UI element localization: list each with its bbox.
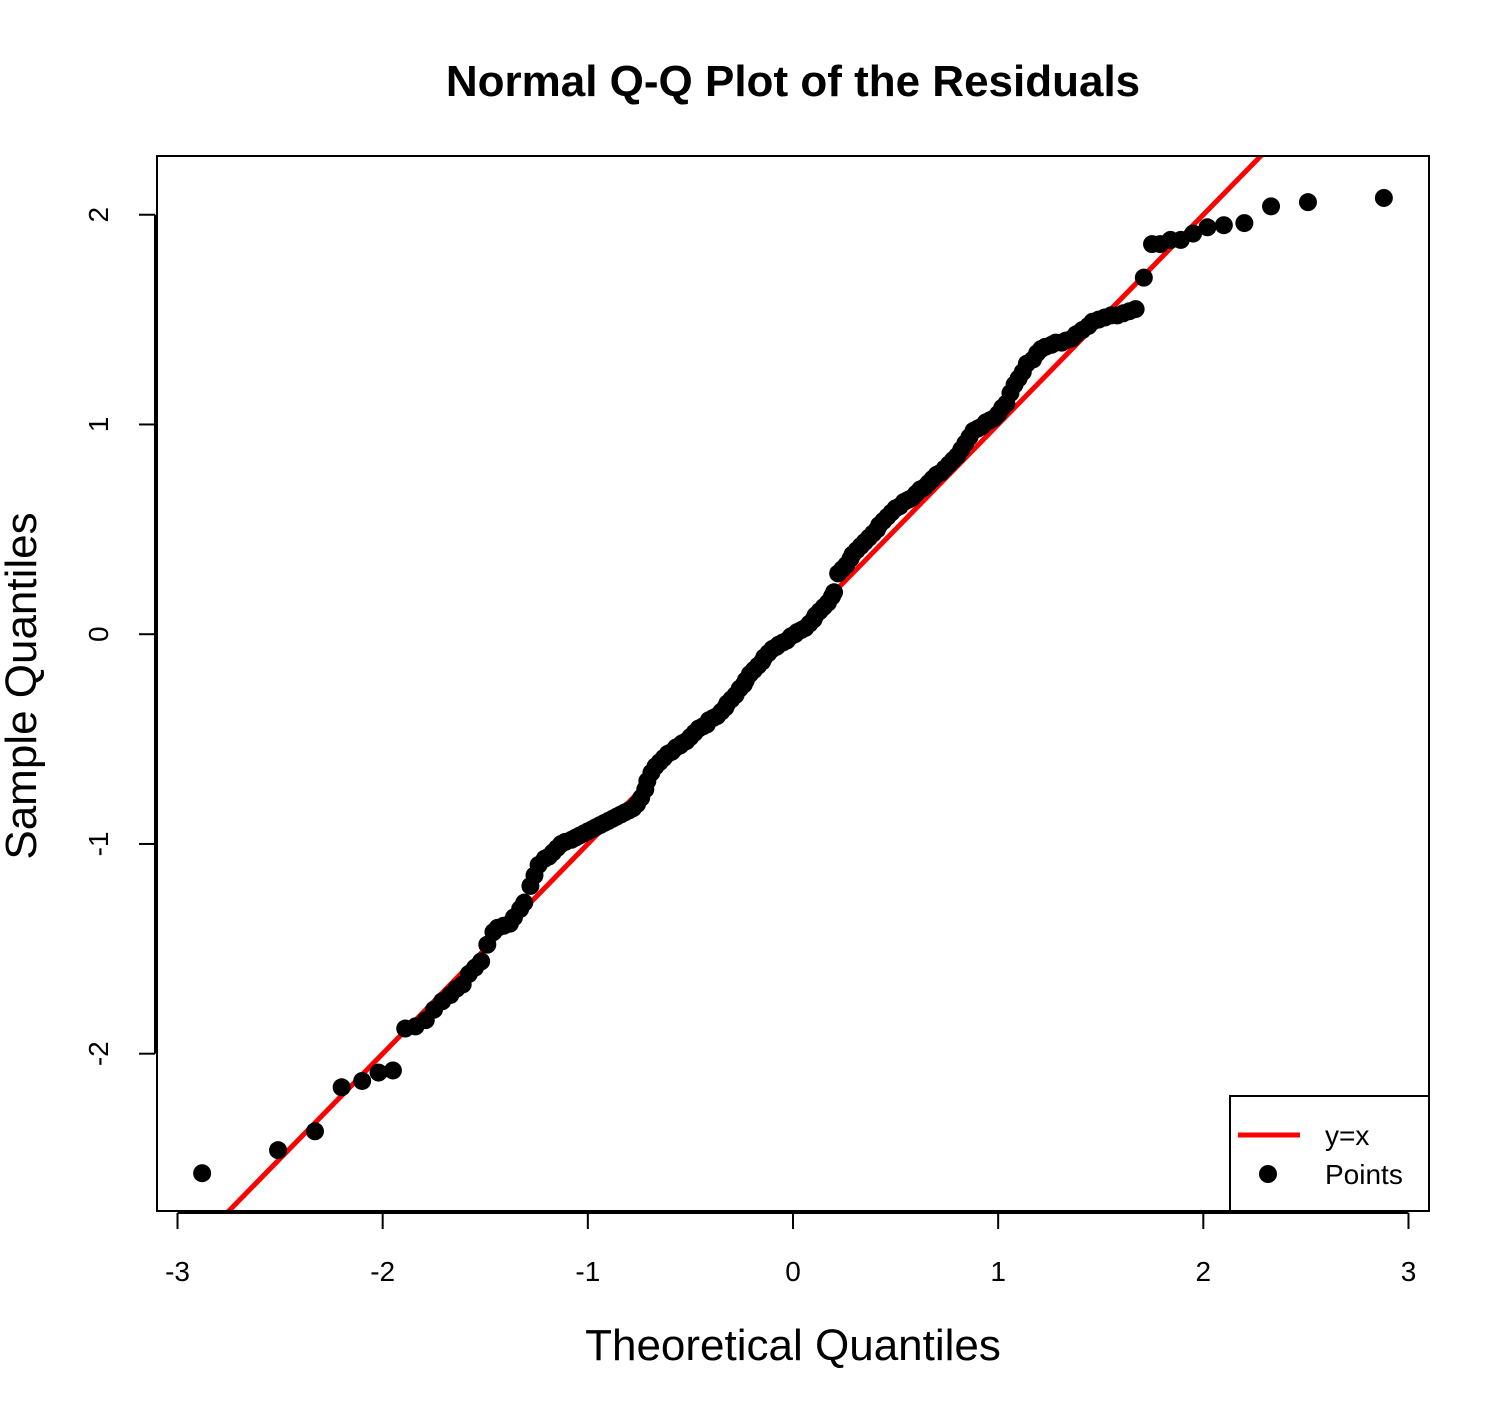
x-tick-label: -1 (575, 1256, 600, 1287)
data-point (353, 1071, 372, 1090)
data-point (472, 952, 491, 971)
plot-frame (156, 155, 1430, 1212)
data-point (1298, 193, 1317, 212)
chart-title: Normal Q-Q Plot of the Residuals (446, 57, 1140, 106)
x-axis: -3 -2 -1 0 1 2 3 (165, 1212, 1417, 1287)
legend-point-swatch (1259, 1165, 1277, 1183)
data-point (1198, 218, 1217, 237)
legend-label-line: y=x (1325, 1120, 1369, 1151)
x-tick-label: -3 (165, 1256, 190, 1287)
x-tick-label: 1 (990, 1256, 1006, 1287)
data-point (332, 1078, 351, 1097)
data-point (515, 893, 534, 912)
points-series (193, 188, 1393, 1183)
y-tick-label: -1 (83, 831, 114, 856)
data-point (193, 1164, 212, 1183)
data-point (1126, 300, 1145, 319)
data-point (1235, 214, 1254, 233)
data-point (1184, 224, 1203, 243)
data-point (305, 1122, 324, 1141)
x-tick-label: -2 (370, 1256, 395, 1287)
x-tick-label: 0 (785, 1256, 801, 1287)
data-point (1214, 216, 1233, 235)
data-point (1374, 188, 1393, 207)
legend-label-points: Points (1325, 1159, 1403, 1190)
legend-box (1229, 1095, 1430, 1212)
data-point (369, 1063, 388, 1082)
x-tick-label: 2 (1196, 1256, 1212, 1287)
data-point (269, 1141, 288, 1160)
data-point (1262, 197, 1281, 216)
y-tick-label: 2 (83, 207, 114, 223)
y-tick-label: 1 (83, 417, 114, 433)
x-tick-label: 3 (1401, 1256, 1417, 1287)
data-point (1134, 268, 1153, 287)
legend: y=x Points (1229, 1095, 1430, 1212)
data-point (825, 583, 844, 602)
y-axis-label: Sample Quantiles (0, 512, 46, 859)
y-tick-label: 0 (83, 626, 114, 642)
x-axis-label: Theoretical Quantiles (585, 1321, 1001, 1370)
data-point (383, 1061, 402, 1080)
y-tick-label: -2 (83, 1041, 114, 1066)
y-axis: -2 -1 0 1 2 (83, 207, 156, 1066)
